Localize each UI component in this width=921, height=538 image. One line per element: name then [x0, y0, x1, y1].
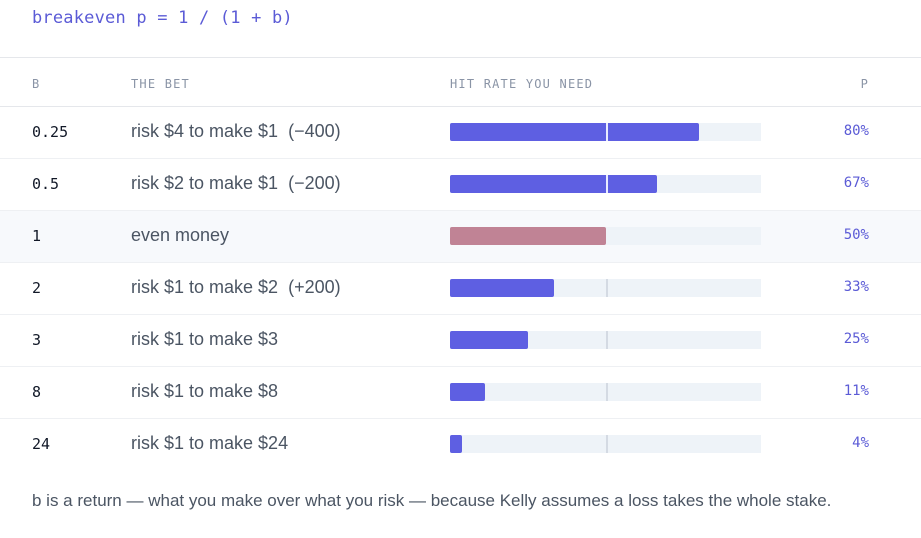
- hit-rate-bar-track: [450, 279, 761, 297]
- table-row: 0.25 risk $4 to make $1 (−400) 80%: [0, 107, 921, 159]
- cell-b: 0.25: [32, 123, 69, 141]
- table-row: 1 even money 50%: [0, 211, 921, 263]
- hit-rate-bar-fill: [450, 279, 554, 297]
- hit-rate-bar-track: [450, 175, 761, 193]
- hit-rate-bar-fill: [450, 175, 657, 193]
- hit-rate-bar-track: [450, 331, 761, 349]
- table-row: 3 risk $1 to make $3 25%: [0, 315, 921, 367]
- cell-bet: risk $4 to make $1 (−400): [131, 121, 341, 141]
- hit-rate-bar-track: [450, 435, 761, 453]
- hit-rate-bar-fill: [450, 383, 485, 401]
- fifty-percent-marker: [606, 331, 608, 349]
- cell-bet: risk $1 to make $3: [131, 329, 279, 349]
- hit-rate-bar-track: [450, 383, 761, 401]
- hit-rate-bar-fill: [450, 227, 606, 245]
- cell-p: 25%: [843, 331, 869, 347]
- hit-rate-bar-fill: [450, 435, 462, 453]
- hit-rate-bar-fill: [450, 123, 699, 141]
- cell-bet: risk $2 to make $1 (−200): [131, 173, 341, 193]
- cell-p: 33%: [843, 279, 869, 295]
- cell-b: 1: [32, 227, 42, 245]
- table-header: B THE BET HIT RATE YOU NEED P: [0, 58, 921, 107]
- hit-rate-bar-fill: [450, 331, 528, 349]
- fifty-percent-marker: [606, 435, 608, 453]
- cell-p: 67%: [843, 175, 869, 191]
- cell-b: 3: [32, 331, 42, 349]
- divider: [0, 57, 921, 58]
- breakeven-table: 0.25 risk $4 to make $1 (−400) 80% 0.5 risk …: [0, 107, 921, 470]
- column-header-p: P: [860, 77, 869, 91]
- footnote: b is a return — what you make over what …: [32, 491, 832, 510]
- column-header-b: B: [32, 77, 41, 91]
- column-header-hit-rate: HIT RATE YOU NEED: [450, 77, 594, 91]
- table-row: 24 risk $1 to make $24 4%: [0, 419, 921, 470]
- fifty-percent-marker: [606, 279, 608, 297]
- cell-p: 50%: [843, 227, 869, 243]
- hit-rate-bar-track: [450, 227, 761, 245]
- table-row: 8 risk $1 to make $8 11%: [0, 367, 921, 419]
- cell-bet: even money: [131, 225, 230, 245]
- cell-bet: risk $1 to make $8: [131, 381, 279, 401]
- breakeven-formula: breakeven p = 1 / (1 + b): [32, 8, 293, 28]
- cell-b: 24: [32, 435, 51, 453]
- cell-b: 0.5: [32, 175, 60, 193]
- cell-p: 4%: [852, 435, 869, 451]
- table-row: 2 risk $1 to make $2 (+200) 33%: [0, 263, 921, 315]
- fifty-percent-marker: [606, 123, 608, 141]
- table-row: 0.5 risk $2 to make $1 (−200) 67%: [0, 159, 921, 211]
- cell-bet: risk $1 to make $2 (+200): [131, 277, 341, 297]
- fifty-percent-marker: [606, 383, 608, 401]
- cell-p: 80%: [843, 123, 869, 139]
- cell-b: 8: [32, 383, 42, 401]
- fifty-percent-marker: [606, 175, 608, 193]
- cell-b: 2: [32, 279, 42, 297]
- cell-bet: risk $1 to make $24: [131, 433, 289, 453]
- column-header-bet: THE BET: [131, 77, 190, 91]
- cell-p: 11%: [843, 383, 869, 399]
- hit-rate-bar-track: [450, 123, 761, 141]
